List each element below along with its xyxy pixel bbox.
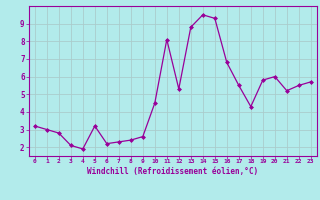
X-axis label: Windchill (Refroidissement éolien,°C): Windchill (Refroidissement éolien,°C) bbox=[87, 167, 258, 176]
